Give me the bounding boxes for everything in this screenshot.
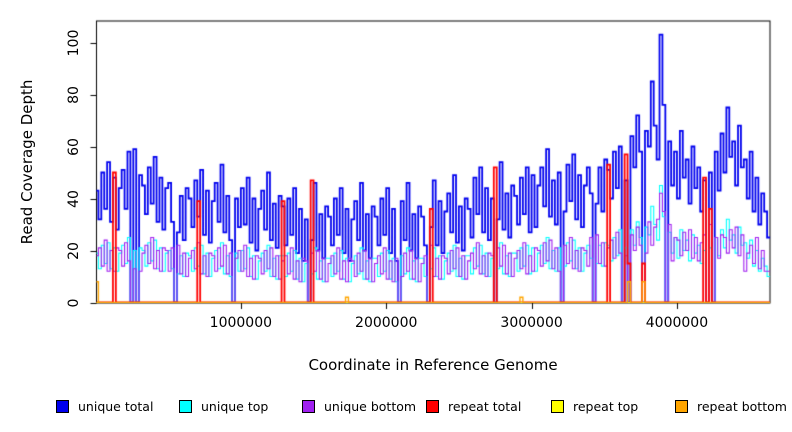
x-axis-title: Coordinate in Reference Genome	[308, 356, 558, 374]
x-tick-label: 3000000	[500, 315, 563, 331]
y-tick-label: 100	[66, 29, 82, 56]
y-axis-title: Read Coverage Depth	[18, 79, 36, 245]
y-tick-label: 20	[66, 241, 82, 260]
y-tick-label: 80	[66, 85, 82, 104]
x-tick-label: 4000000	[645, 315, 709, 331]
x-tick-label: 2000000	[355, 315, 418, 331]
y-tick-label: 40	[66, 189, 82, 208]
y-tick-label: 0	[66, 298, 82, 307]
x-tick-label: 1000000	[209, 315, 273, 331]
y-tick-label: 60	[66, 137, 82, 156]
